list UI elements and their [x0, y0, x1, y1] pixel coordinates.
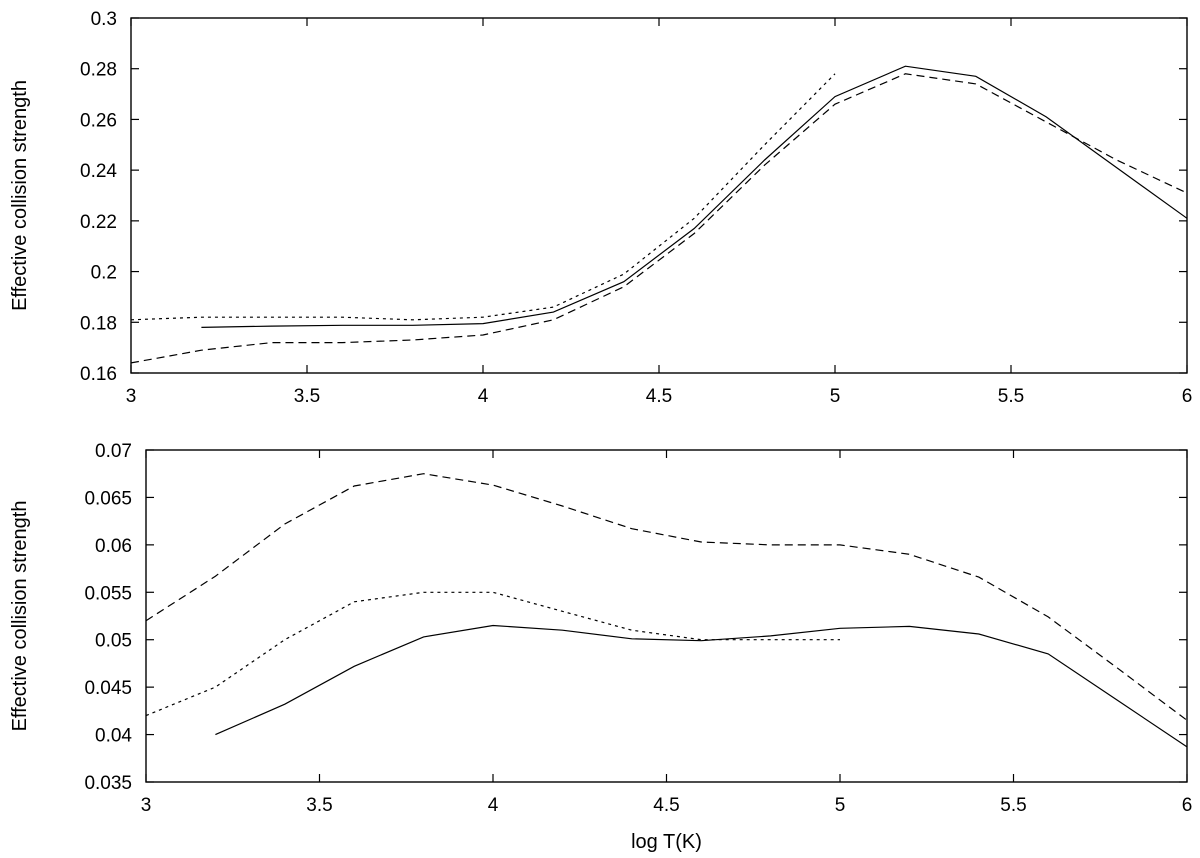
x-tick-label: 5.5 [998, 386, 1024, 407]
bottom-panel: 0.035 0.04 0.045 0.05 0.055 0.06 0.065 0.07 3 3.5… [9, 441, 1192, 853]
y-tick-label: 0.26 [80, 110, 117, 131]
x-tick-label: 3.5 [294, 386, 320, 407]
x-axis-label: log T(K) [631, 831, 702, 853]
series-line-solid [201, 65, 1188, 328]
x-tick-label: 4 [488, 795, 499, 816]
y-axis-label: Effective collision strength [9, 501, 31, 732]
y-tick-label: 0.22 [80, 212, 117, 233]
x-tick-label: 4 [478, 386, 489, 407]
y-tick-label: 0.07 [95, 441, 132, 462]
x-tick-label: 3 [141, 795, 152, 816]
y-tick-label: 0.24 [80, 161, 117, 182]
x-tick-label: 5 [830, 386, 841, 407]
y-tick-label: 0.055 [84, 583, 132, 604]
y-tick-label: 0.16 [80, 364, 117, 385]
x-tick-label: 6 [1182, 386, 1193, 407]
x-tick-label: 4.5 [653, 795, 679, 816]
x-tick-label: 5 [835, 795, 846, 816]
y-tick-label: 0.05 [95, 631, 132, 652]
y-tick-label: 0.2 [91, 263, 117, 284]
plot-frame [145, 449, 1188, 783]
y-tick-label: 0.28 [80, 60, 117, 81]
y-tick-label: 0.065 [84, 488, 132, 509]
series-line-dashed [130, 73, 1188, 364]
y-tick-label: 0.3 [91, 9, 117, 30]
series-line-dashed [145, 473, 1188, 721]
plot-frame [130, 17, 1188, 374]
y-tick-label: 0.06 [95, 536, 132, 557]
series-line-dotted [145, 591, 840, 717]
top-panel: 0.16 0.18 0.2 0.22 0.24 0.26 0.28 0.3 3 3.5 4 4.5 5 5… [9, 9, 1192, 407]
series-line-dotted [130, 73, 836, 321]
x-tick-label: 3.5 [306, 795, 332, 816]
y-tick-label: 0.04 [95, 726, 132, 747]
y-axis-label: Effective collision strength [9, 80, 31, 311]
y-tick-label: 0.045 [84, 678, 132, 699]
x-tick-label: 5.5 [1000, 795, 1026, 816]
series-line-solid [215, 624, 1188, 748]
y-tick-label: 0.035 [84, 773, 132, 794]
x-tick-label: 6 [1182, 795, 1193, 816]
x-tick-label: 3 [126, 386, 137, 407]
y-tick-label: 0.18 [80, 313, 117, 334]
x-tick-label: 4.5 [646, 386, 672, 407]
